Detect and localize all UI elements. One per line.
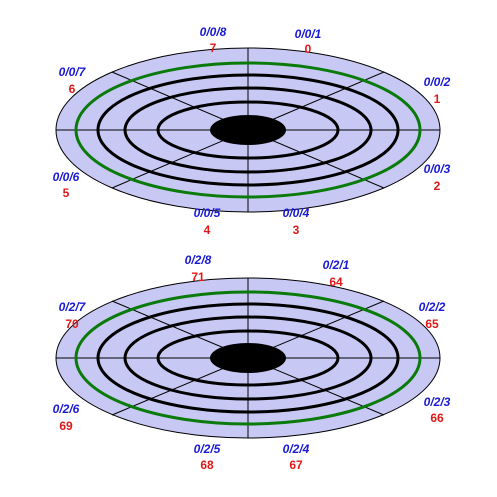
sector-label-name: 0/0/7 <box>59 65 87 79</box>
track <box>123 315 373 401</box>
sector-label-name: 0/2/2 <box>419 300 446 314</box>
outer-track <box>74 61 422 199</box>
sector-label-number: 64 <box>329 275 343 289</box>
track <box>156 100 340 160</box>
sector-label-number: 67 <box>289 458 303 472</box>
sector-label-name: 0/0/6 <box>53 170 80 184</box>
sector-label-number: 71 <box>191 270 205 284</box>
sector-label-number: 70 <box>65 317 79 331</box>
sector-label-number: 4 <box>204 223 211 237</box>
track <box>123 86 373 174</box>
sector-label-name: 0/0/1 <box>295 27 322 41</box>
outer-track <box>74 290 422 426</box>
sector-label-number: 2 <box>434 179 441 193</box>
track <box>96 73 400 187</box>
hub <box>210 115 286 145</box>
sector-label-name: 0/2/8 <box>185 253 212 267</box>
sector-label-name: 0/0/5 <box>194 206 221 220</box>
sector-label-name: 0/2/7 <box>59 300 87 314</box>
sector-label-name: 0/2/1 <box>323 258 350 272</box>
sector-label-name: 0/2/6 <box>53 402 80 416</box>
sector-label-number: 6 <box>69 82 76 96</box>
track <box>156 329 340 387</box>
track <box>96 302 400 414</box>
sector-label-number: 66 <box>430 411 444 425</box>
sector-label-number: 68 <box>200 458 214 472</box>
sector-label-name: 0/0/4 <box>283 206 310 220</box>
sector-label-number: 1 <box>434 92 441 106</box>
sector-label-name: 0/2/5 <box>194 442 221 456</box>
sector-label-number: 65 <box>425 317 439 331</box>
sector-label-name: 0/0/2 <box>424 75 451 89</box>
sector-label-name: 0/2/4 <box>283 442 310 456</box>
sector-label-name: 0/0/8 <box>200 25 227 39</box>
sector-label-name: 0/0/3 <box>424 162 451 176</box>
sector-label-number: 7 <box>210 41 217 55</box>
sector-label-name: 0/2/3 <box>424 395 451 409</box>
sector-label-number: 0 <box>305 42 312 56</box>
disk-top <box>55 47 441 213</box>
sector-label-number: 5 <box>63 186 70 200</box>
hub <box>210 343 286 373</box>
sector-label-number: 3 <box>293 223 300 237</box>
sector-label-number: 69 <box>59 419 73 433</box>
disk-bottom <box>55 277 441 439</box>
